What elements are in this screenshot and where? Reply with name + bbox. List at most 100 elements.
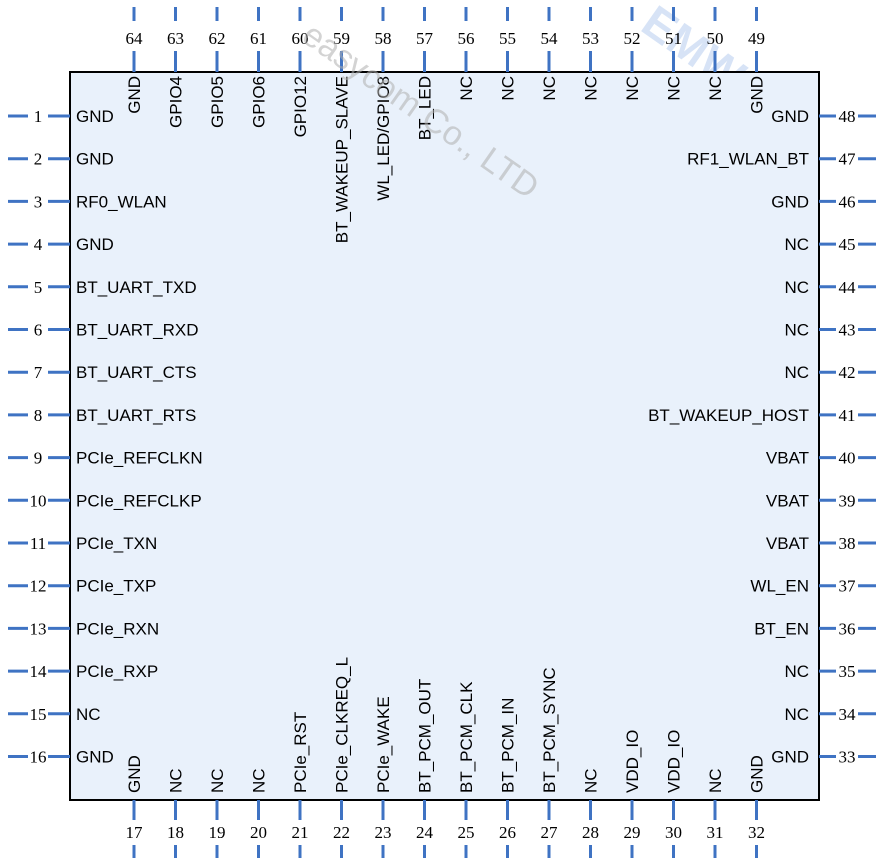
- pin-right-45: 45 NC: [784, 235, 876, 254]
- pin-number: 40: [839, 449, 856, 468]
- pin-top-61: 61 GPIO6: [250, 7, 269, 128]
- pin-label: GPIO4: [167, 76, 186, 128]
- pin-left-6: 6 BT_UART_RXD: [8, 321, 199, 340]
- pin-label: GND: [76, 107, 114, 126]
- pin-right-44: 44 NC: [784, 278, 876, 297]
- pin-number: 25: [458, 823, 475, 842]
- pin-number: 38: [839, 534, 856, 553]
- pin-left-13: 13 PCIe_RXN: [8, 619, 159, 638]
- pin-left-14: 14 PCIe_RXP: [8, 662, 158, 681]
- pin-number: 60: [292, 29, 309, 48]
- pin-right-34: 34 NC: [784, 705, 876, 724]
- pin-number: 7: [34, 363, 43, 382]
- pin-number: 36: [839, 619, 856, 638]
- pin-left-11: 11 PCIe_TXN: [8, 534, 157, 553]
- pin-bottom-30: 30 VDD_IO: [665, 730, 684, 858]
- pin-number: 6: [34, 321, 43, 340]
- pin-number: 45: [839, 235, 856, 254]
- pin-number: 56: [458, 29, 475, 48]
- pin-label: NC: [76, 705, 101, 724]
- pin-top-51: 51 NC: [665, 7, 684, 101]
- pin-number: 51: [665, 29, 682, 48]
- pin-number: 63: [167, 29, 184, 48]
- pin-label: GPIO5: [208, 76, 227, 128]
- pin-left-7: 7 BT_UART_CTS: [8, 363, 197, 382]
- pin-label: GND: [771, 107, 809, 126]
- pin-label: PCIe_WAKE: [374, 696, 393, 793]
- pin-number: 9: [34, 449, 43, 468]
- pin-number: 11: [30, 534, 46, 553]
- pin-left-2: 2 GND: [8, 150, 114, 169]
- pin-left-16: 16 GND: [8, 748, 114, 767]
- pin-label: GPIO6: [250, 76, 269, 128]
- pin-label: NC: [582, 768, 601, 793]
- pin-bottom-31: 31 NC: [706, 768, 725, 858]
- pin-number: 28: [582, 823, 599, 842]
- pin-label: GPIO12: [291, 76, 310, 137]
- pin-right-40: 40 VBAT: [766, 449, 876, 468]
- pin-number: 43: [839, 321, 856, 340]
- pin-bottom-24: 24 BT_PCM_OUT: [416, 679, 435, 858]
- pin-bottom-29: 29 VDD_IO: [623, 730, 642, 858]
- pin-bottom-18: 18 NC: [167, 768, 186, 858]
- pin-label: PCIe_CLKREQ_L: [333, 657, 352, 793]
- pin-top-49: 49 GND: [748, 7, 767, 114]
- pin-label: GND: [125, 76, 144, 114]
- pin-number: 37: [839, 577, 857, 596]
- pin-label: PCIe_RXP: [76, 662, 158, 681]
- pin-number: 58: [375, 29, 392, 48]
- pin-number: 44: [839, 278, 857, 297]
- pin-label: BT_WAKEUP_SLAVE: [333, 76, 352, 243]
- pin-bottom-28: 28 NC: [582, 768, 601, 858]
- pin-top-59: 59 BT_WAKEUP_SLAVE: [333, 7, 352, 243]
- pin-label: PCIe_TXP: [76, 577, 156, 596]
- pin-label: NC: [499, 76, 518, 101]
- pin-right-47: 47 RF1_WLAN_BT: [687, 150, 876, 169]
- pin-left-9: 9 PCIe_REFCLKN: [8, 449, 203, 468]
- pin-number: 47: [839, 150, 857, 169]
- pin-number: 41: [839, 406, 856, 425]
- pin-number: 18: [167, 823, 184, 842]
- pin-number: 54: [541, 29, 559, 48]
- pin-number: 46: [839, 192, 856, 211]
- pin-label: VDD_IO: [623, 730, 642, 793]
- pin-right-33: 33 GND: [771, 748, 876, 767]
- pin-number: 34: [839, 705, 857, 724]
- pin-bottom-32: 32 GND: [748, 755, 767, 858]
- pin-top-58: 58 WL_LED/GPIO8: [374, 7, 393, 201]
- pin-left-4: 4 GND: [8, 235, 114, 254]
- pin-number: 2: [34, 150, 43, 169]
- pin-label: GND: [748, 76, 767, 114]
- pin-number: 21: [292, 823, 309, 842]
- pin-right-36: 36 BT_EN: [754, 619, 876, 638]
- pin-bottom-23: 23 PCIe_WAKE: [374, 696, 393, 858]
- pin-label: BT_UART_RTS: [76, 406, 196, 425]
- pin-label: RF0_WLAN: [76, 192, 167, 211]
- pin-label: NC: [623, 76, 642, 101]
- pin-left-1: 1 GND: [8, 107, 114, 126]
- pin-bottom-20: 20 NC: [250, 768, 269, 858]
- pin-number: 62: [209, 29, 226, 48]
- pin-label: BT_PCM_CLK: [457, 681, 476, 793]
- pin-label: PCIe_REFCLKN: [76, 449, 203, 468]
- pin-number: 20: [250, 823, 267, 842]
- pin-label: NC: [784, 278, 809, 297]
- pin-number: 8: [34, 406, 43, 425]
- pin-label: PCIe_REFCLKP: [76, 491, 202, 510]
- pin-right-42: 42 NC: [784, 363, 876, 382]
- pin-number: 1: [34, 107, 43, 126]
- pin-right-41: 41 BT_WAKEUP_HOST: [648, 406, 876, 425]
- pin-number: 16: [30, 748, 47, 767]
- pin-top-54: 54 NC: [540, 7, 559, 101]
- pin-number: 31: [707, 823, 724, 842]
- pin-top-62: 62 GPIO5: [208, 7, 227, 128]
- pin-label: VDD_IO: [665, 730, 684, 793]
- pin-label: NC: [540, 76, 559, 101]
- pin-label: PCIe_RXN: [76, 619, 159, 638]
- pin-number: 30: [665, 823, 682, 842]
- pin-label: BT_PCM_IN: [499, 698, 518, 793]
- pin-label: VBAT: [766, 449, 809, 468]
- module-body: [69, 71, 820, 801]
- pin-right-38: 38 VBAT: [766, 534, 876, 553]
